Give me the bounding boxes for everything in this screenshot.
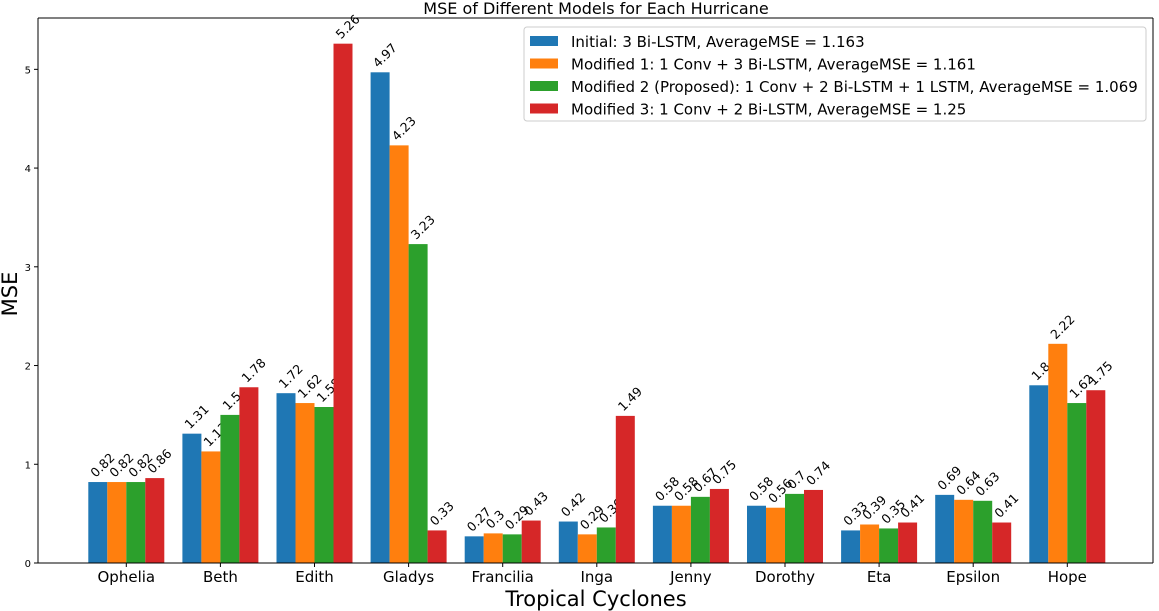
bar-epsilon-s3	[973, 500, 993, 563]
bar-francilia-s4	[521, 520, 541, 563]
bar-edith-s2	[295, 403, 315, 563]
legend-entry: Modified 1: 1 Conv + 3 Bi-LSTM, AverageM…	[571, 56, 976, 74]
legend-entry: Initial: 3 Bi-LSTM, AverageMSE = 1.163	[571, 33, 865, 51]
bar-epsilon-s1	[935, 494, 955, 563]
bar-gladys-s3	[408, 244, 428, 563]
bar-francilia-s1	[464, 536, 484, 563]
x-tick-label: Edith	[295, 568, 334, 586]
bar-inga-s4	[615, 415, 635, 563]
bar-jenny-s3	[690, 496, 710, 563]
bar-francilia-s2	[483, 533, 503, 563]
x-tick-label: Jenny	[669, 568, 712, 586]
x-tick-label: Beth	[203, 568, 238, 586]
x-tick-label: Gladys	[383, 568, 434, 586]
bar-ophelia-s3	[126, 482, 146, 563]
bar-eta-s2	[860, 524, 880, 563]
bar-beth-s3	[220, 414, 240, 563]
data-label: 1.31	[181, 401, 211, 431]
bar-dorothy-s3	[785, 493, 804, 563]
data-label: 0.33	[427, 498, 457, 528]
bar-eta-s4	[898, 522, 918, 563]
legend-swatch	[530, 36, 558, 46]
bar-francilia-s3	[502, 534, 522, 563]
bar-epsilon-s4	[992, 522, 1012, 563]
bar-dorothy-s2	[766, 507, 785, 563]
bar-eta-s1	[841, 530, 861, 563]
x-tick-label: Francilia	[472, 568, 534, 586]
data-label: 5.26	[333, 11, 363, 41]
bar-beth-s2	[201, 451, 221, 563]
x-tick-label: Epsilon	[946, 568, 1000, 586]
data-label: 2.22	[1047, 312, 1077, 342]
data-label: 3.23	[408, 212, 438, 242]
bar-jenny-s4	[709, 488, 729, 563]
bar-edith-s4	[333, 43, 353, 563]
x-tick-label: Ophelia	[98, 568, 156, 586]
y-tick-label: 2	[25, 362, 31, 373]
data-label: 1.49	[615, 384, 645, 414]
data-label: 0.86	[144, 446, 174, 476]
bar-edith-s3	[314, 407, 334, 563]
x-tick-label: Inga	[580, 568, 613, 586]
data-label: 0.75	[709, 457, 739, 487]
bar-eta-s3	[879, 528, 899, 563]
bar-hope-s3	[1067, 403, 1087, 563]
legend-swatch	[530, 81, 558, 91]
data-label: 0.41	[991, 490, 1021, 520]
y-tick-label: 0	[25, 559, 31, 570]
bar-hope-s2	[1048, 343, 1068, 563]
legend: Initial: 3 Bi-LSTM, AverageMSE = 1.163 Mo…	[523, 26, 1147, 122]
legend-swatch	[530, 103, 558, 114]
bar-epsilon-s2	[954, 499, 974, 563]
bar-jenny-s2	[671, 505, 691, 563]
y-tick-label: 4	[25, 164, 31, 175]
data-label: 4.97	[370, 40, 400, 70]
bar-gladys-s2	[389, 145, 409, 563]
y-tick-label: 1	[25, 460, 31, 471]
bar-hope-s1	[1029, 385, 1049, 563]
data-label: 0.74	[803, 458, 833, 488]
bar-gladys-s1	[370, 72, 390, 563]
bar-ophelia-s1	[88, 482, 108, 563]
x-tick-label: Hope	[1048, 568, 1087, 586]
bar-dorothy-s4	[804, 489, 823, 563]
legend-entry: Modified 3: 1 Conv + 2 Bi-LSTM, AverageM…	[571, 101, 966, 119]
y-tick-label: 5	[25, 65, 31, 76]
bar-inga-s1	[558, 521, 578, 563]
y-axis-label: MSE	[0, 272, 22, 317]
x-tick-label: Dorothy	[755, 568, 815, 586]
bar-edith-s1	[276, 393, 296, 563]
bar-ophelia-s4	[145, 478, 165, 563]
bar-hope-s4	[1086, 390, 1106, 563]
legend-swatch	[530, 58, 558, 69]
data-label: 0.41	[897, 490, 927, 520]
x-axis-label: Tropical Cyclones	[504, 587, 686, 611]
chart-title: MSE of Different Models for Each Hurrica…	[423, 0, 768, 18]
bar-dorothy-s1	[747, 505, 766, 563]
bar-jenny-s1	[652, 505, 672, 563]
x-tick-label: Eta	[867, 568, 892, 586]
bar-ophelia-s2	[107, 482, 127, 563]
legend-entry: Modified 2 (Proposed): 1 Conv + 2 Bi-LST…	[571, 78, 1138, 96]
data-label: 4.23	[389, 113, 419, 143]
bar-inga-s2	[577, 534, 597, 563]
data-label: 1.78	[238, 355, 268, 385]
bar-inga-s3	[596, 527, 616, 563]
y-tick-label: 3	[25, 263, 31, 274]
legend-frame	[523, 26, 1147, 122]
bar-beth-s1	[182, 433, 202, 563]
bar-beth-s4	[239, 387, 259, 563]
bar-gladys-s4	[427, 530, 447, 563]
